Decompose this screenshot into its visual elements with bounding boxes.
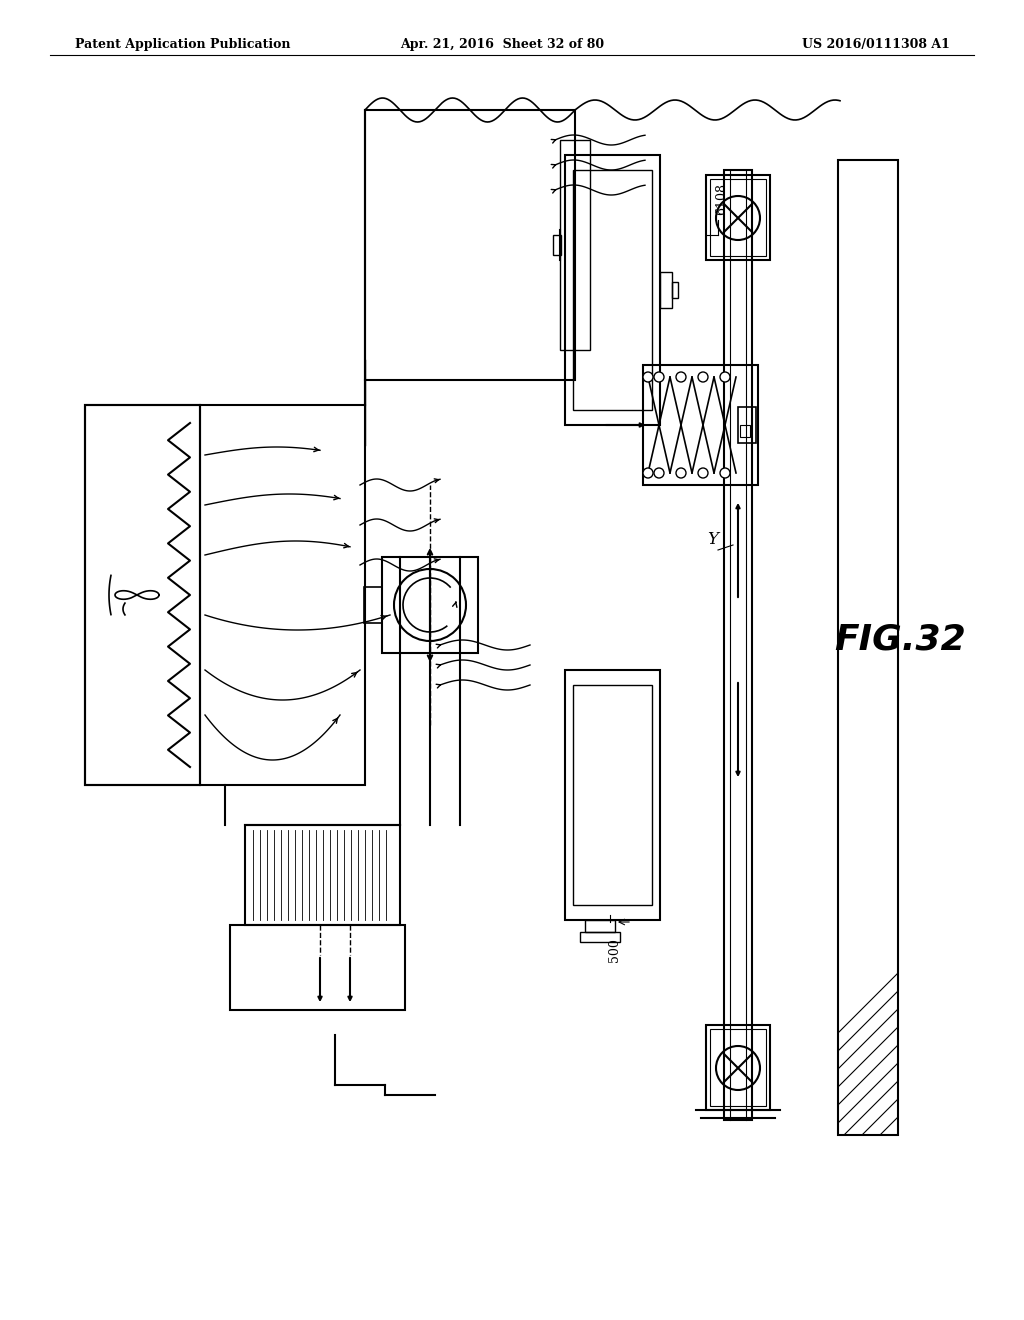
Bar <box>706 1026 770 1110</box>
Bar <box>660 272 672 308</box>
Bar <box>643 366 758 484</box>
Bar <box>553 235 561 255</box>
Bar <box>364 587 382 623</box>
Bar <box>838 160 898 1135</box>
Circle shape <box>643 469 653 478</box>
Bar <box>573 170 652 411</box>
Bar <box>382 557 478 653</box>
Text: 500: 500 <box>608 939 621 962</box>
Text: US 2016/0111308 A1: US 2016/0111308 A1 <box>802 38 950 51</box>
Text: Patent Application Publication: Patent Application Publication <box>75 38 291 51</box>
Circle shape <box>643 372 653 381</box>
Bar <box>85 405 365 785</box>
Bar <box>85 405 200 785</box>
Bar <box>710 180 766 256</box>
Circle shape <box>676 469 686 478</box>
Text: 6108: 6108 <box>715 183 728 215</box>
Bar <box>573 685 652 906</box>
Circle shape <box>676 372 686 381</box>
Bar <box>706 176 770 260</box>
Circle shape <box>720 469 730 478</box>
Bar <box>672 282 678 298</box>
Bar <box>724 170 752 1119</box>
Bar <box>230 925 406 1010</box>
Bar <box>560 140 590 350</box>
Bar <box>245 825 400 925</box>
Bar <box>565 154 660 425</box>
Bar <box>710 1030 766 1106</box>
Bar <box>365 110 575 380</box>
Circle shape <box>698 469 708 478</box>
Bar <box>565 671 660 920</box>
Circle shape <box>698 372 708 381</box>
Bar <box>580 932 620 942</box>
Bar <box>738 407 756 444</box>
Circle shape <box>654 372 664 381</box>
Text: FIG.32: FIG.32 <box>835 623 966 657</box>
Circle shape <box>654 469 664 478</box>
Text: Apr. 21, 2016  Sheet 32 of 80: Apr. 21, 2016 Sheet 32 of 80 <box>400 38 604 51</box>
Text: Y: Y <box>708 532 719 549</box>
Bar <box>740 425 750 437</box>
Bar <box>585 920 615 932</box>
Circle shape <box>720 372 730 381</box>
